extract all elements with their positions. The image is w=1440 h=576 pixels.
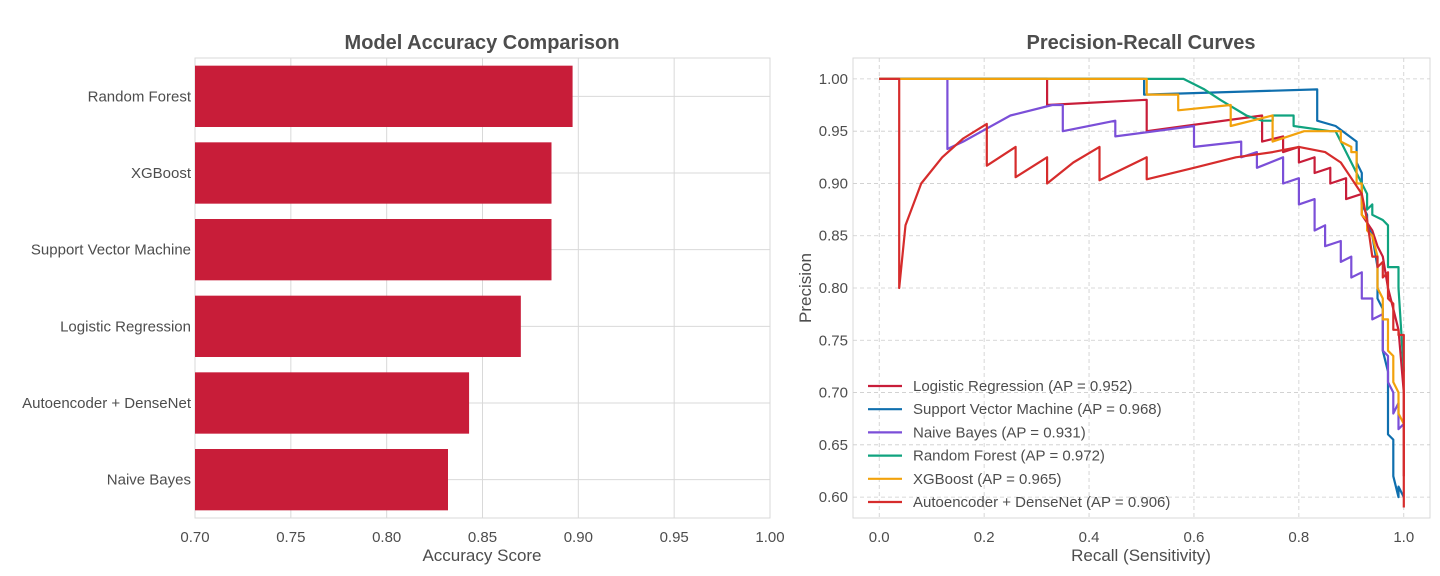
pr-y-tick-label: 0.90 (819, 175, 848, 192)
pr-y-tick-label: 0.85 (819, 228, 848, 245)
bar-support-vector-machine (195, 219, 552, 281)
accuracy-x-tick-label: 0.75 (276, 529, 305, 546)
legend-item: XGBoost (AP = 0.965) (868, 471, 1062, 488)
accuracy-x-tick-label: 0.80 (372, 529, 401, 546)
legend-item: Naive Bayes (AP = 0.931) (868, 424, 1086, 441)
legend-item: Logistic Regression (AP = 0.952) (868, 378, 1132, 395)
legend-label: XGBoost (AP = 0.965) (913, 471, 1062, 488)
accuracy-chart: Random Forest XGBoost Support Vector Machi… (22, 32, 784, 565)
accuracy-x-tick-label: 0.90 (564, 529, 593, 546)
accuracy-chart-title: Model Accuracy Comparison (345, 32, 620, 54)
pr-chart: 0.0 0.2 0.4 0.6 0.8 1.0 0.600.650.700.750.800… (796, 32, 1431, 565)
pr-curve-xgboost (879, 77, 1405, 425)
pr-y-ticks: 0.60 0.65 0.70 0.75 0.80 0.85 0.90 0.95 1.00 (819, 71, 848, 506)
bar-random-forest (195, 65, 573, 127)
accuracy-x-tick-label: 0.70 (180, 529, 209, 546)
pr-curve-logistic-regression (879, 77, 1405, 477)
pr-chart-title: Precision-Recall Curves (1027, 32, 1256, 54)
accuracy-bars (195, 65, 573, 511)
accuracy-x-tick-label: 0.95 (660, 529, 689, 546)
pr-x-tick-label: 0.0 (869, 529, 890, 546)
pr-legend: Logistic Regression (AP = 0.952) Support … (868, 378, 1170, 511)
legend-label: Logistic Regression (AP = 0.952) (913, 378, 1132, 395)
pr-curve-autoencoder-densenet (879, 77, 1405, 508)
pr-curve-naive-bayes (879, 77, 1405, 431)
category-label-naive-bayes: Naive Bayes (107, 472, 191, 489)
pr-y-tick-label: 0.70 (819, 385, 848, 402)
category-label-logistic-regression: Logistic Regression (60, 318, 191, 335)
legend-label: Random Forest (AP = 0.972) (913, 448, 1105, 465)
pr-y-tick-label: 0.60 (819, 489, 848, 506)
accuracy-x-ticks: 0.70 0.75 0.80 0.85 0.90 0.95 1.00 (180, 529, 784, 546)
pr-y-tick-label: 1.00 (819, 71, 848, 88)
pr-x-ticks: 0.0 0.2 0.4 0.6 0.8 1.0 (869, 529, 1414, 546)
pr-x-tick-label: 1.0 (1393, 529, 1414, 546)
pr-y-tick-label: 0.80 (819, 280, 848, 297)
accuracy-x-tick-label: 0.85 (468, 529, 497, 546)
pr-curves (879, 77, 1405, 508)
bar-autoencoder-densenet (195, 372, 470, 434)
pr-y-tick-label: 0.95 (819, 123, 848, 140)
category-label-autoencoder-densenet: Autoencoder + DenseNet (22, 395, 192, 412)
pr-y-tick-label: 0.65 (819, 437, 848, 454)
pr-x-tick-label: 0.4 (1079, 529, 1100, 546)
pr-x-axis-label: Recall (Sensitivity) (1071, 546, 1211, 565)
accuracy-x-tick-label: 1.00 (755, 529, 784, 546)
category-label-support-vector-machine: Support Vector Machine (31, 242, 191, 259)
legend-label: Naive Bayes (AP = 0.931) (913, 424, 1086, 441)
accuracy-x-axis-label: Accuracy Score (422, 546, 541, 565)
legend-label: Support Vector Machine (AP = 0.968) (913, 401, 1162, 418)
bar-naive-bayes (195, 449, 448, 511)
legend-item: Autoencoder + DenseNet (AP = 0.906) (868, 494, 1170, 511)
pr-x-tick-label: 0.2 (974, 529, 995, 546)
legend-item: Random Forest (AP = 0.972) (868, 448, 1105, 465)
pr-y-axis-label: Precision (796, 253, 815, 323)
bar-xgboost (195, 142, 552, 204)
category-label-xgboost: XGBoost (131, 165, 192, 182)
legend-label: Autoencoder + DenseNet (AP = 0.906) (913, 494, 1170, 511)
legend-item: Support Vector Machine (AP = 0.968) (868, 401, 1162, 418)
pr-x-tick-label: 0.8 (1288, 529, 1309, 546)
pr-y-tick-label: 0.75 (819, 332, 848, 349)
accuracy-category-labels: Random Forest XGBoost Support Vector Machi… (22, 88, 192, 488)
pr-x-tick-label: 0.6 (1184, 529, 1205, 546)
category-label-random-forest: Random Forest (88, 88, 192, 105)
bar-logistic-regression (195, 295, 521, 357)
